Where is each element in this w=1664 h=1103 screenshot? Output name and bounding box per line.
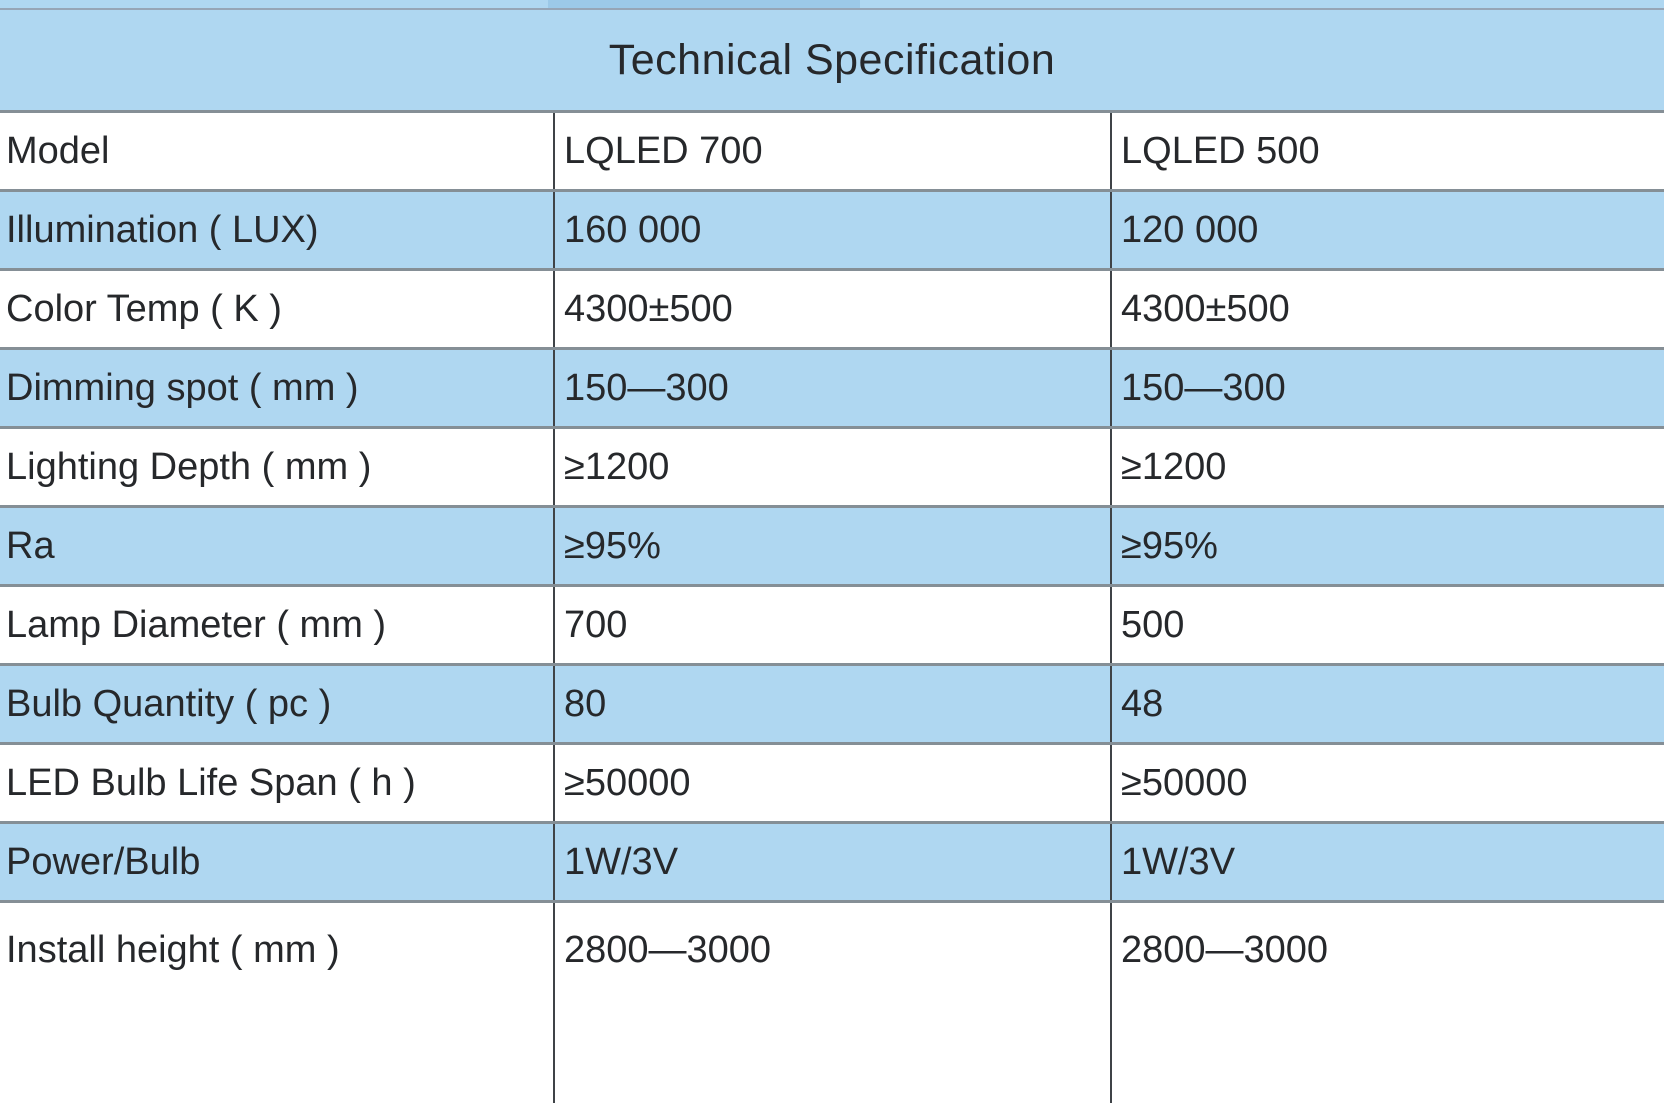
value-cell-lqled700: 700 xyxy=(553,587,1110,663)
table-row: Lighting Depth ( mm ) ≥1200 ≥1200 xyxy=(0,426,1664,505)
row-label-cell: LED Bulb Life Span ( h ) xyxy=(6,762,416,804)
value-cell-lqled700: 1W/3V xyxy=(553,824,1110,900)
value-cell-lqled700: 2800—3000 xyxy=(553,903,1110,1103)
table-row: Illumination ( LUX) 160 000 120 000 xyxy=(0,189,1664,268)
cropped-row-sliver xyxy=(0,0,1664,8)
table-row: LED Bulb Life Span ( h ) ≥50000 ≥50000 xyxy=(0,742,1664,821)
table-row: Lamp Diameter ( mm ) 700 500 xyxy=(0,584,1664,663)
value-cell-lqled500: 2800—3000 xyxy=(1110,903,1664,1103)
value-cell-lqled500: LQLED 500 xyxy=(1110,113,1664,189)
table-row: Ra ≥95% ≥95% xyxy=(0,505,1664,584)
value-cell-lqled700: 4300±500 xyxy=(553,271,1110,347)
value-cell-lqled700: 80 xyxy=(553,666,1110,742)
horizontal-divider xyxy=(0,8,1664,10)
value-cell-lqled700: ≥1200 xyxy=(553,429,1110,505)
value-cell-lqled500: ≥50000 xyxy=(1110,745,1664,821)
row-label-cell: Bulb Quantity ( pc ) xyxy=(6,683,332,725)
spec-table-body: Model LQLED 700 LQLED 500 Illumination (… xyxy=(0,113,1664,1103)
value-cell-lqled500: 500 xyxy=(1110,587,1664,663)
value-cell-lqled700: 160 000 xyxy=(553,192,1110,268)
value-cell-lqled500: 1W/3V xyxy=(1110,824,1664,900)
table-row: Dimming spot ( mm ) 150—300 150—300 xyxy=(0,347,1664,426)
value-cell-lqled500: ≥95% xyxy=(1110,508,1664,584)
row-label-cell: Install height ( mm ) xyxy=(6,929,340,971)
table-row: Power/Bulb 1W/3V 1W/3V xyxy=(0,821,1664,900)
table-row: Model LQLED 700 LQLED 500 xyxy=(0,113,1664,189)
value-cell-lqled700: 150—300 xyxy=(553,350,1110,426)
value-cell-lqled500: 120 000 xyxy=(1110,192,1664,268)
row-label-cell: Illumination ( LUX) xyxy=(6,209,319,251)
value-cell-lqled700: ≥50000 xyxy=(553,745,1110,821)
value-cell-lqled500: 48 xyxy=(1110,666,1664,742)
table-row: Bulb Quantity ( pc ) 80 48 xyxy=(0,663,1664,742)
value-cell-lqled500: 150—300 xyxy=(1110,350,1664,426)
row-label-cell: Power/Bulb xyxy=(6,841,201,883)
row-label-cell: Dimming spot ( mm ) xyxy=(6,367,359,409)
page-title: Technical Specification xyxy=(608,35,1056,84)
row-label-cell: Lighting Depth ( mm ) xyxy=(6,446,372,488)
table-row: Install height ( mm ) 2800—3000 2800—300… xyxy=(0,900,1664,1103)
cropped-row-sliver-segment xyxy=(548,0,860,8)
table-row: Color Temp ( K ) 4300±500 4300±500 xyxy=(0,268,1664,347)
value-cell-lqled500: 4300±500 xyxy=(1110,271,1664,347)
value-cell-lqled700: LQLED 700 xyxy=(553,113,1110,189)
row-label-cell: Color Temp ( K ) xyxy=(6,288,282,330)
value-cell-lqled500: ≥1200 xyxy=(1110,429,1664,505)
row-label-cell: Lamp Diameter ( mm ) xyxy=(6,604,387,646)
value-cell-lqled700: ≥95% xyxy=(553,508,1110,584)
row-label-cell: Model xyxy=(6,130,110,172)
table-title-row: Technical Specification xyxy=(0,10,1664,113)
row-label-cell: Ra xyxy=(6,525,55,567)
